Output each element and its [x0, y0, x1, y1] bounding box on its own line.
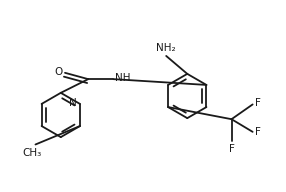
Text: NH₂: NH₂ [156, 43, 176, 53]
Text: NH: NH [115, 73, 131, 83]
Text: CH₃: CH₃ [23, 148, 42, 158]
Text: O: O [54, 67, 62, 77]
Text: F: F [255, 127, 261, 137]
Text: F: F [229, 145, 235, 155]
Text: F: F [255, 98, 261, 108]
Text: N: N [69, 98, 77, 108]
